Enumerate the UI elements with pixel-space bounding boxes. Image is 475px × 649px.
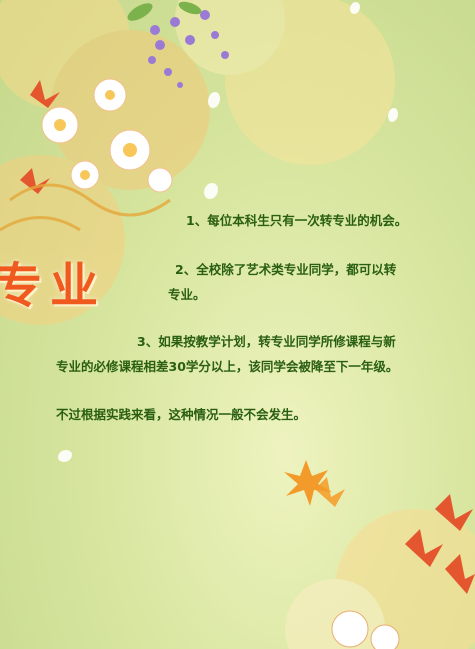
- rule-3-line-1: 3、如果按教学计划，转专业同学所修课程与新: [137, 334, 396, 349]
- petal: [204, 183, 218, 199]
- petal: [350, 2, 360, 14]
- rule-note: 不过根据实践来看，这种情况一般不会发生。: [56, 407, 307, 422]
- petal: [388, 108, 398, 122]
- rule-2-line-1: 2、全校除了艺术类专业同学，都可以转: [175, 262, 397, 277]
- floral-decoration-bottom: [285, 477, 475, 649]
- rule-3-line-2: 专业的必修课程相差30学分以上，该同学会被降至下一年级。: [56, 359, 399, 374]
- slide-title: 专业: [0, 258, 107, 314]
- floral-decoration-top: [0, 0, 395, 325]
- petal: [58, 450, 72, 462]
- rule-2-line-2: 专业。: [168, 287, 206, 302]
- rule-1: 1、每位本科生只有一次转专业的机会。: [186, 213, 408, 228]
- petal: [208, 92, 220, 108]
- maple-leaf-decoration: [284, 460, 332, 506]
